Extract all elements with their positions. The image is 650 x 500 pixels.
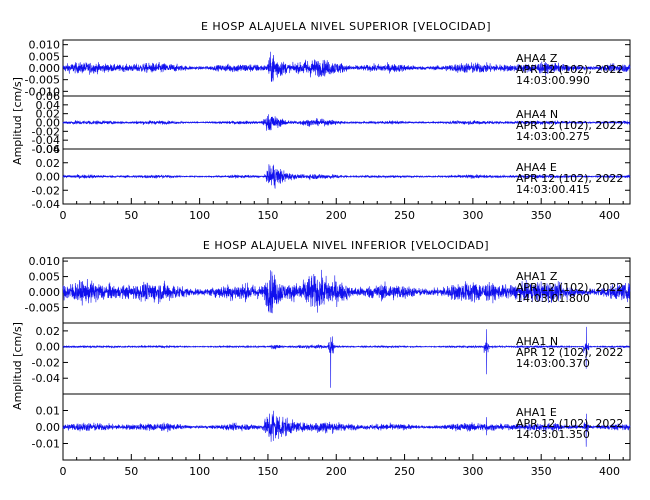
date-label: APR 12 (102), 2022 (516, 119, 623, 132)
y-tick-label: 0.000 (29, 62, 61, 75)
seismic-trace (62, 114, 631, 131)
station-label: AHA1 N (516, 335, 558, 348)
x-tick-label: 200 (326, 209, 347, 222)
x-tick-label: 150 (257, 209, 278, 222)
station-label: AHA1 E (516, 406, 557, 419)
y-tick-label: 0.010 (29, 39, 61, 52)
y-tick-label: 0.02 (36, 108, 61, 121)
x-tick-label: 0 (60, 209, 67, 222)
x-tick-label: 200 (326, 465, 347, 478)
y-tick-label: -0.005 (25, 302, 60, 315)
x-tick-label: 350 (531, 465, 552, 478)
time-label: 14:03:00.415 (516, 183, 590, 196)
y-tick-label: 0.04 (36, 99, 61, 112)
y-tick-label: 0.000 (29, 286, 61, 299)
y-tick-label: 0.005 (29, 50, 61, 63)
x-tick-label: 50 (124, 465, 138, 478)
y-tick-label: -0.04 (32, 372, 60, 385)
y-tick-label: 0.00 (36, 171, 61, 184)
y-tick-label: 0.010 (29, 255, 61, 268)
x-tick-label: 300 (462, 209, 483, 222)
y-tick-label: 0.00 (36, 341, 61, 354)
date-label: APR 12 (102), 2022 (516, 281, 623, 294)
chart-nivel-superior: E HOSP ALAJUELA NIVEL SUPERIOR [VELOCIDA… (11, 20, 631, 222)
date-label: APR 12 (102), 2022 (516, 346, 623, 359)
x-tick-label: 100 (189, 209, 210, 222)
y-tick-label: 0.005 (29, 271, 61, 284)
seismic-trace (62, 269, 631, 314)
y-tick-label: 0.00 (36, 117, 61, 130)
y-tick-label: -0.04 (32, 134, 60, 147)
y-tick-label: -0.010 (25, 85, 60, 98)
time-label: 14:03:00.990 (516, 74, 590, 87)
chart-title: E HOSP ALAJUELA NIVEL INFERIOR [VELOCIDA… (203, 239, 489, 252)
station-label: AHA4 E (516, 161, 557, 174)
seismic-trace (62, 326, 631, 388)
x-tick-label: 100 (189, 465, 210, 478)
station-label: AHA1 Z (516, 270, 558, 283)
y-tick-label: -0.04 (32, 198, 60, 211)
y-tick-label: 0.06 (36, 90, 61, 103)
chart-title: E HOSP ALAJUELA NIVEL SUPERIOR [VELOCIDA… (201, 20, 491, 33)
chart-nivel-inferior: E HOSP ALAJUELA NIVEL INFERIOR [VELOCIDA… (11, 239, 631, 478)
x-tick-label: 150 (257, 465, 278, 478)
y-axis-label: Amplitud [cm/s] (11, 322, 24, 410)
time-label: 14:03:01.800 (516, 292, 590, 305)
x-tick-label: 300 (462, 465, 483, 478)
y-tick-label: -0.005 (25, 74, 60, 87)
x-tick-label: 50 (124, 209, 138, 222)
x-tick-label: 250 (394, 209, 415, 222)
y-tick-label: -0.06 (32, 143, 60, 156)
seismic-trace (62, 410, 631, 447)
y-tick-label: 0.00 (36, 421, 61, 434)
x-tick-label: 0 (60, 465, 67, 478)
time-label: 14:03:00.275 (516, 130, 590, 143)
date-label: APR 12 (102), 2022 (516, 417, 623, 430)
y-tick-label: 0.02 (36, 325, 61, 338)
x-tick-label: 400 (599, 209, 620, 222)
y-tick-label: 0.02 (36, 157, 61, 170)
y-tick-label: -0.02 (32, 125, 60, 138)
y-axis-label: Amplitud [cm/s] (11, 77, 24, 165)
x-tick-label: 400 (599, 465, 620, 478)
date-label: APR 12 (102), 2022 (516, 63, 623, 76)
y-tick-label: 0.01 (36, 405, 61, 418)
station-label: AHA4 Z (516, 52, 558, 65)
x-tick-label: 350 (531, 209, 552, 222)
date-label: APR 12 (102), 2022 (516, 172, 623, 185)
x-tick-label: 250 (394, 465, 415, 478)
time-label: 14:03:00.370 (516, 357, 590, 370)
y-tick-label: 0.04 (36, 143, 61, 156)
seismic-trace (62, 51, 631, 82)
y-tick-label: -0.01 (32, 438, 60, 451)
y-tick-label: -0.02 (32, 184, 60, 197)
y-tick-label: -0.02 (32, 356, 60, 369)
time-label: 14:03:01.350 (516, 428, 590, 441)
station-label: AHA4 N (516, 108, 558, 121)
seismic-trace (62, 164, 631, 189)
